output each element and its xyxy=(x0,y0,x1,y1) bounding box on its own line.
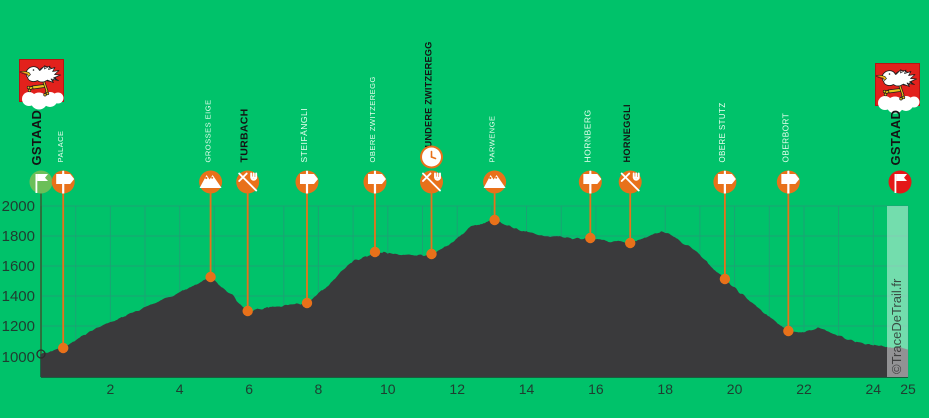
svg-text:2000: 2000 xyxy=(2,198,35,215)
svg-text:HORNBERG: HORNBERG xyxy=(582,109,592,162)
svg-text:1600: 1600 xyxy=(2,258,35,275)
svg-text:STEIFÄNGLI: STEIFÄNGLI xyxy=(299,108,309,163)
svg-text:OBERE ZWITZEREGG: OBERE ZWITZEREGG xyxy=(368,76,377,162)
svg-text:25: 25 xyxy=(900,381,916,397)
svg-text:10: 10 xyxy=(380,381,396,397)
svg-text:1000: 1000 xyxy=(2,349,35,366)
svg-text:22: 22 xyxy=(796,381,812,397)
svg-text:OBERE STUTZ: OBERE STUTZ xyxy=(718,102,727,162)
svg-text:1200: 1200 xyxy=(2,318,35,335)
svg-text:GSTAAD: GSTAAD xyxy=(29,110,44,166)
svg-text:8: 8 xyxy=(315,381,323,397)
svg-text:HORNEGGLI: HORNEGGLI xyxy=(622,104,632,162)
svg-text:TURBACH: TURBACH xyxy=(239,108,251,162)
svg-text:6: 6 xyxy=(245,381,253,397)
svg-text:PALACE: PALACE xyxy=(56,130,65,162)
svg-text:GSTAAD: GSTAAD xyxy=(888,110,903,166)
svg-text:2: 2 xyxy=(107,381,115,397)
svg-text:12: 12 xyxy=(449,381,465,397)
svg-text:14: 14 xyxy=(519,381,535,397)
svg-text:18: 18 xyxy=(657,381,673,397)
svg-text:OBERBORT: OBERBORT xyxy=(781,113,790,163)
svg-text:GROSSES EIGE: GROSSES EIGE xyxy=(204,99,213,162)
svg-text:4: 4 xyxy=(176,381,184,397)
svg-text:UNDERE ZWITZEREGG: UNDERE ZWITZEREGG xyxy=(424,42,434,148)
svg-text:20: 20 xyxy=(727,381,743,397)
svg-text:1800: 1800 xyxy=(2,228,35,245)
svg-text:24: 24 xyxy=(866,381,882,397)
svg-text:©TraceDeTrail.fr: ©TraceDeTrail.fr xyxy=(889,278,904,374)
svg-text:PARWENGE: PARWENGE xyxy=(488,115,497,162)
svg-text:16: 16 xyxy=(588,381,604,397)
svg-text:1400: 1400 xyxy=(2,288,35,305)
